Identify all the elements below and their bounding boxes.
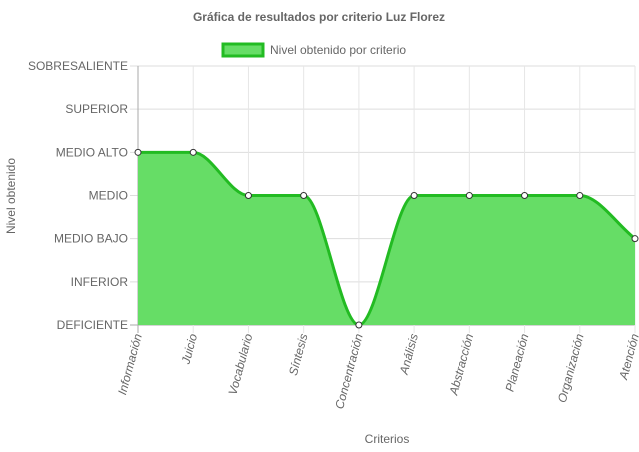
y-tick-label: MEDIO ALTO [56,145,128,159]
x-tick-label: Juicio [178,332,200,367]
y-axis-ticks: DEFICIENTE INFERIOR MEDIO BAJO MEDIO MEDIO A… [28,59,128,332]
series-line [138,150,636,327]
x-tick-label: Abstracción [446,332,476,397]
data-point[interactable] [410,192,418,199]
chart-title: Gráfica de resultados por criterio Luz F… [193,10,445,24]
legend-swatch [221,42,265,58]
x-tick-label: Planeación [503,332,532,393]
y-tick-label: SOBRESALIENTE [28,59,128,73]
x-tick-label: Análisis [397,332,421,377]
data-point[interactable] [244,192,252,199]
legend-label: Nivel obtenido por criterio [270,43,406,57]
y-tick-label: MEDIO [89,189,128,203]
data-point[interactable] [465,192,473,199]
data-point[interactable] [631,235,639,243]
data-point[interactable] [576,192,584,199]
y-tick-label: MEDIO BAJO [54,232,128,246]
x-axis-title: Criterios [365,432,410,446]
legend[interactable]: Nivel obtenido por criterio [221,42,406,58]
x-tick-label: Concentración [332,332,366,411]
data-point[interactable] [134,148,142,156]
y-tick-label: DEFICIENTE [57,318,128,332]
x-tick-label: Información [115,332,145,396]
x-tick-label: Síntesis [286,332,311,377]
x-tick-label: Organización [555,332,587,404]
data-point[interactable] [189,148,197,156]
data-point[interactable] [521,192,529,199]
x-axis-ticks: Información Juicio Vocabulario Síntesis Conc… [115,332,639,411]
x-tick-label: Atención [616,332,639,382]
y-tick-label: SUPERIOR [65,102,128,116]
data-point[interactable] [355,321,363,329]
x-tick-label: Vocabulario [226,332,256,397]
data-point[interactable] [300,192,308,199]
y-axis-title: Nivel obtenido [4,158,18,234]
y-tick-label: INFERIOR [71,275,129,289]
plot-area [134,148,639,329]
